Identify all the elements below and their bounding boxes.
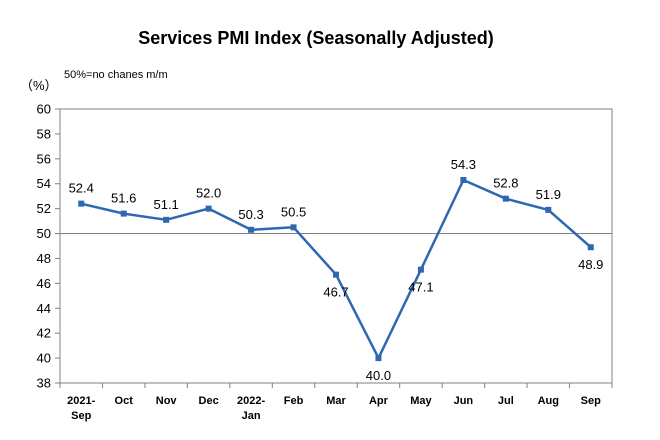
data-label: 46.7 bbox=[323, 285, 348, 300]
x-tick-label: Feb bbox=[284, 395, 304, 407]
data-point bbox=[205, 205, 212, 212]
y-tick-label: 44 bbox=[37, 301, 51, 316]
x-tick-label-line: Nov bbox=[156, 395, 178, 407]
x-tick-label-line: Feb bbox=[284, 395, 304, 407]
x-tick-label-line: Apr bbox=[369, 395, 389, 407]
data-point bbox=[502, 195, 509, 202]
data-point bbox=[78, 200, 85, 207]
y-tick-label: 52 bbox=[37, 201, 51, 216]
x-tick-label-line: May bbox=[410, 395, 432, 407]
data-point bbox=[248, 226, 255, 233]
x-tick-label-line: Jan bbox=[242, 410, 261, 422]
data-label: 50.5 bbox=[281, 204, 306, 219]
x-tick-label: Dec bbox=[199, 395, 219, 407]
x-tick-label-line: Mar bbox=[326, 395, 346, 407]
data-label: 52.8 bbox=[493, 176, 518, 191]
x-tick-label: Oct bbox=[115, 395, 134, 407]
y-tick-label: 60 bbox=[37, 102, 51, 117]
x-tick-label-line: Jul bbox=[498, 395, 514, 407]
x-tick-label-line: Oct bbox=[115, 395, 134, 407]
data-point bbox=[587, 244, 594, 251]
x-tick-label: May bbox=[410, 395, 432, 407]
data-point bbox=[375, 355, 382, 362]
y-tick-label: 50 bbox=[37, 226, 51, 241]
chart-title: Services PMI Index (Seasonally Adjusted) bbox=[138, 28, 493, 48]
x-tick-label-line: Dec bbox=[199, 395, 219, 407]
x-tick-label: Mar bbox=[326, 395, 346, 407]
data-label: 52.4 bbox=[69, 181, 94, 196]
data-label: 54.3 bbox=[451, 157, 476, 172]
y-tick-label: 58 bbox=[37, 126, 51, 141]
data-label: 52.0 bbox=[196, 186, 221, 201]
data-point bbox=[460, 176, 467, 183]
y-tick-label: 46 bbox=[37, 276, 51, 291]
plot-frame bbox=[59, 108, 613, 384]
data-point bbox=[163, 216, 170, 223]
x-tick-label: Jul bbox=[498, 395, 514, 407]
y-tick-label: 38 bbox=[37, 376, 51, 391]
data-point bbox=[417, 266, 424, 273]
x-tick-label-line: Sep bbox=[71, 410, 91, 422]
y-tick-label: 54 bbox=[37, 176, 51, 191]
data-label: 50.3 bbox=[238, 207, 263, 222]
data-label: 47.1 bbox=[408, 280, 433, 295]
data-label: 51.9 bbox=[536, 187, 561, 202]
data-point bbox=[333, 271, 339, 278]
y-tick-label: 56 bbox=[37, 151, 51, 166]
x-tick-label-line: Sep bbox=[581, 395, 601, 407]
y-tick-label: 48 bbox=[37, 251, 51, 266]
x-tick-label-line: Jun bbox=[454, 395, 474, 407]
data-label: 40.0 bbox=[366, 368, 391, 383]
y-axis-unit: （%） bbox=[20, 78, 58, 93]
x-tick-label-line: 2021- bbox=[67, 395, 95, 407]
data-point bbox=[120, 210, 127, 217]
x-tick-label: Nov bbox=[156, 395, 178, 407]
x-tick-label: Sep bbox=[581, 395, 601, 407]
data-label: 48.9 bbox=[578, 257, 603, 272]
y-tick-label: 40 bbox=[37, 351, 51, 366]
x-tick-label: 2022- Jan bbox=[237, 395, 265, 422]
data-label: 51.1 bbox=[153, 197, 178, 212]
plot-area: 38 40 42 44 46 48 50 52 54 56 58 60 2021- Sep Oct Nov De… bbox=[37, 102, 613, 422]
x-tick-label-line: 2022- bbox=[237, 395, 265, 407]
x-tick-label: Apr bbox=[369, 395, 389, 407]
x-tick-label: Aug bbox=[538, 395, 559, 407]
data-label: 51.6 bbox=[111, 191, 136, 206]
reference-note: 50%=no chanes m/m bbox=[64, 69, 168, 81]
x-tick-label-line: Aug bbox=[538, 395, 559, 407]
x-tick-label: 2021- Sep bbox=[67, 395, 95, 422]
y-tick-label: 42 bbox=[37, 326, 51, 341]
x-tick-label: Jun bbox=[454, 395, 474, 407]
data-point bbox=[545, 206, 552, 213]
data-point bbox=[290, 224, 297, 231]
